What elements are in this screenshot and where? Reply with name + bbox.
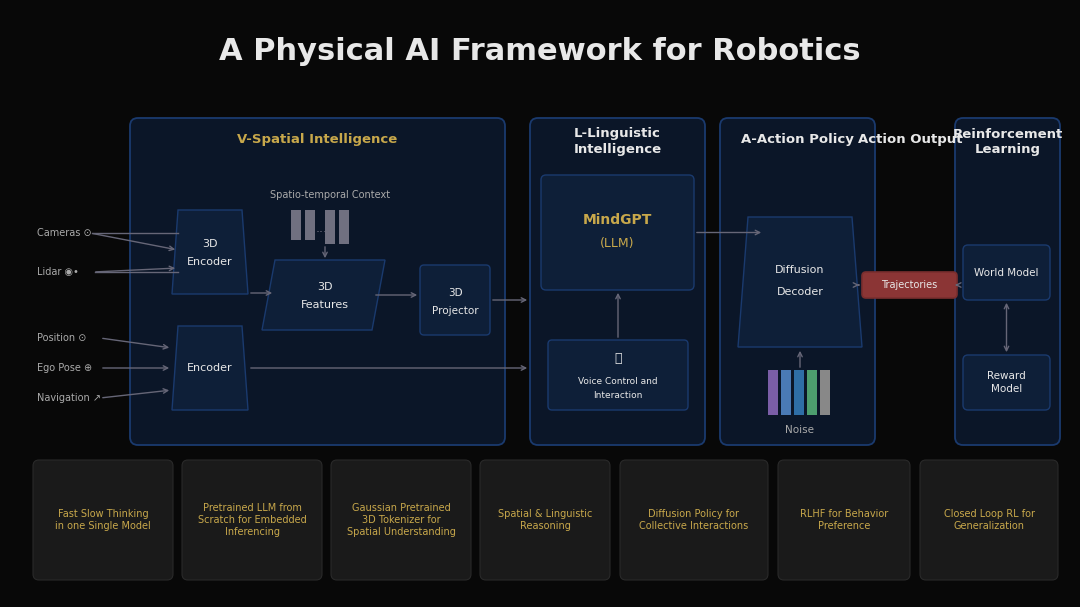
FancyBboxPatch shape bbox=[963, 355, 1050, 410]
Text: Projector: Projector bbox=[432, 306, 478, 316]
Text: Navigation ↗: Navigation ↗ bbox=[37, 393, 102, 403]
Text: Gaussian Pretrained
3D Tokenizer for
Spatial Understanding: Gaussian Pretrained 3D Tokenizer for Spa… bbox=[347, 503, 456, 537]
FancyBboxPatch shape bbox=[183, 460, 322, 580]
Text: MindGPT: MindGPT bbox=[583, 213, 652, 227]
FancyBboxPatch shape bbox=[620, 460, 768, 580]
Bar bbox=[807, 370, 816, 415]
Text: Spatial & Linguistic
Reasoning: Spatial & Linguistic Reasoning bbox=[498, 509, 592, 531]
FancyBboxPatch shape bbox=[480, 460, 610, 580]
Polygon shape bbox=[172, 210, 248, 294]
Text: Position ⊙: Position ⊙ bbox=[37, 333, 86, 343]
Text: Interaction: Interaction bbox=[593, 392, 643, 401]
Text: Lidar ◉•: Lidar ◉• bbox=[37, 267, 79, 277]
FancyBboxPatch shape bbox=[330, 460, 471, 580]
Polygon shape bbox=[172, 326, 248, 410]
FancyBboxPatch shape bbox=[955, 118, 1059, 445]
FancyBboxPatch shape bbox=[541, 175, 694, 290]
Text: Noise: Noise bbox=[785, 425, 814, 435]
Text: Encoder: Encoder bbox=[187, 257, 233, 267]
FancyBboxPatch shape bbox=[130, 118, 505, 445]
Bar bbox=[325, 210, 335, 244]
Text: World Model: World Model bbox=[974, 268, 1039, 277]
Bar bbox=[291, 210, 301, 240]
Text: Decoder: Decoder bbox=[777, 287, 823, 297]
Text: A-Action Policy: A-Action Policy bbox=[741, 134, 854, 146]
Text: ...: ... bbox=[316, 222, 328, 234]
Text: Reward
Model: Reward Model bbox=[987, 371, 1026, 394]
FancyBboxPatch shape bbox=[530, 118, 705, 445]
Text: Ego Pose ⊕: Ego Pose ⊕ bbox=[37, 363, 92, 373]
FancyBboxPatch shape bbox=[420, 265, 490, 335]
Text: A Physical AI Framework for Robotics: A Physical AI Framework for Robotics bbox=[219, 38, 861, 67]
Text: Spatio-temporal Context: Spatio-temporal Context bbox=[270, 190, 390, 200]
Text: Action Output: Action Output bbox=[858, 134, 962, 146]
Bar bbox=[794, 370, 804, 415]
Text: V-Spatial Intelligence: V-Spatial Intelligence bbox=[238, 134, 397, 146]
Bar bbox=[768, 370, 778, 415]
Text: Diffusion: Diffusion bbox=[775, 265, 825, 275]
Text: 3D: 3D bbox=[202, 239, 218, 249]
Bar bbox=[339, 210, 349, 244]
Bar bbox=[781, 370, 791, 415]
Text: Diffusion Policy for
Collective Interactions: Diffusion Policy for Collective Interact… bbox=[639, 509, 748, 531]
Text: Encoder: Encoder bbox=[187, 363, 233, 373]
Text: Voice Control and: Voice Control and bbox=[578, 378, 658, 387]
FancyBboxPatch shape bbox=[548, 340, 688, 410]
FancyBboxPatch shape bbox=[720, 118, 875, 445]
Text: Reinforcement
Learning: Reinforcement Learning bbox=[953, 127, 1063, 157]
Polygon shape bbox=[262, 260, 384, 330]
FancyBboxPatch shape bbox=[33, 460, 173, 580]
FancyBboxPatch shape bbox=[920, 460, 1058, 580]
Text: Cameras ⊙: Cameras ⊙ bbox=[37, 228, 92, 238]
Text: Trajectories: Trajectories bbox=[881, 280, 937, 290]
Polygon shape bbox=[738, 217, 862, 347]
Text: Pretrained LLM from
Scratch for Embedded
Inferencing: Pretrained LLM from Scratch for Embedded… bbox=[198, 503, 307, 537]
Text: Fast Slow Thinking
in one Single Model: Fast Slow Thinking in one Single Model bbox=[55, 509, 151, 531]
Text: RLHF for Behavior
Preference: RLHF for Behavior Preference bbox=[800, 509, 888, 531]
FancyBboxPatch shape bbox=[862, 272, 957, 298]
Bar bbox=[305, 210, 315, 240]
Bar bbox=[820, 370, 831, 415]
Text: Features: Features bbox=[301, 300, 349, 310]
Text: Closed Loop RL for
Generalization: Closed Loop RL for Generalization bbox=[944, 509, 1035, 531]
Text: 3D: 3D bbox=[318, 282, 333, 292]
FancyBboxPatch shape bbox=[963, 245, 1050, 300]
FancyBboxPatch shape bbox=[778, 460, 910, 580]
Text: (LLM): (LLM) bbox=[600, 237, 635, 249]
Text: 🎙: 🎙 bbox=[615, 351, 622, 364]
Text: L-Linguistic
Intelligence: L-Linguistic Intelligence bbox=[573, 127, 662, 157]
Text: 3D: 3D bbox=[448, 288, 462, 298]
